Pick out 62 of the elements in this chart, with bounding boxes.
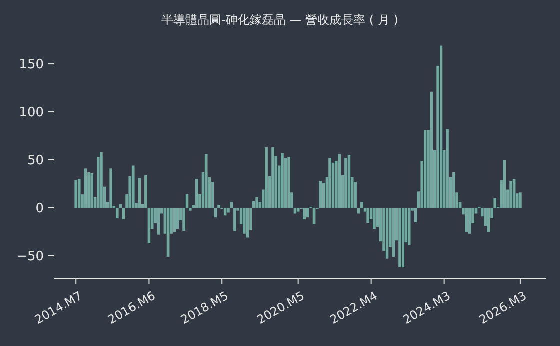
bar bbox=[116, 208, 119, 219]
bar bbox=[328, 158, 332, 208]
bar bbox=[338, 154, 341, 208]
bar bbox=[414, 208, 418, 222]
chart-title: 半導體晶圓-砷化鎵磊晶 — 營收成長率 ( 月 ) bbox=[162, 13, 398, 27]
bar bbox=[398, 208, 402, 268]
bar bbox=[74, 180, 78, 208]
bar bbox=[256, 197, 258, 208]
bar bbox=[366, 208, 370, 224]
bar bbox=[204, 154, 208, 208]
bar bbox=[373, 208, 376, 230]
bar bbox=[100, 152, 103, 208]
bar bbox=[452, 172, 456, 208]
bar bbox=[132, 166, 135, 208]
bar bbox=[88, 172, 90, 208]
bar bbox=[296, 208, 300, 212]
bar bbox=[272, 148, 274, 208]
bar bbox=[119, 204, 122, 208]
bar bbox=[196, 179, 198, 208]
bar bbox=[446, 129, 449, 208]
bar bbox=[424, 130, 427, 208]
bar bbox=[144, 175, 148, 208]
bar bbox=[230, 202, 234, 208]
bar bbox=[430, 92, 434, 208]
bar bbox=[110, 168, 112, 208]
bar bbox=[78, 179, 81, 208]
bar bbox=[386, 208, 389, 259]
bar bbox=[408, 208, 411, 246]
bar bbox=[281, 153, 284, 208]
bar bbox=[510, 181, 512, 208]
y-tick-label: 0 bbox=[36, 202, 44, 217]
bar bbox=[218, 205, 220, 208]
bar bbox=[494, 198, 497, 208]
bar bbox=[138, 178, 142, 208]
y-tick-label: 150 bbox=[19, 58, 44, 73]
bar bbox=[402, 208, 404, 268]
bar bbox=[234, 208, 236, 232]
bar bbox=[243, 208, 246, 234]
bar bbox=[227, 208, 230, 213]
bar bbox=[148, 208, 151, 244]
bar bbox=[174, 208, 176, 232]
bar bbox=[465, 208, 468, 232]
bar bbox=[186, 194, 189, 208]
y-tick-label: 100 bbox=[19, 106, 44, 121]
bar bbox=[188, 208, 192, 211]
bar bbox=[157, 208, 160, 235]
bar bbox=[246, 208, 250, 238]
bar bbox=[90, 173, 94, 208]
y-tick-label: 50 bbox=[27, 154, 44, 169]
bar bbox=[440, 46, 443, 208]
bar bbox=[468, 208, 472, 234]
bar bbox=[392, 208, 396, 257]
bar bbox=[182, 208, 186, 232]
bar bbox=[348, 155, 351, 208]
bar bbox=[360, 202, 364, 208]
y-tick-label: −50 bbox=[16, 250, 44, 265]
bar bbox=[519, 192, 522, 208]
bar bbox=[265, 148, 268, 208]
bar bbox=[306, 208, 310, 218]
bar bbox=[344, 158, 348, 208]
bar bbox=[319, 181, 322, 208]
bar bbox=[288, 157, 290, 208]
